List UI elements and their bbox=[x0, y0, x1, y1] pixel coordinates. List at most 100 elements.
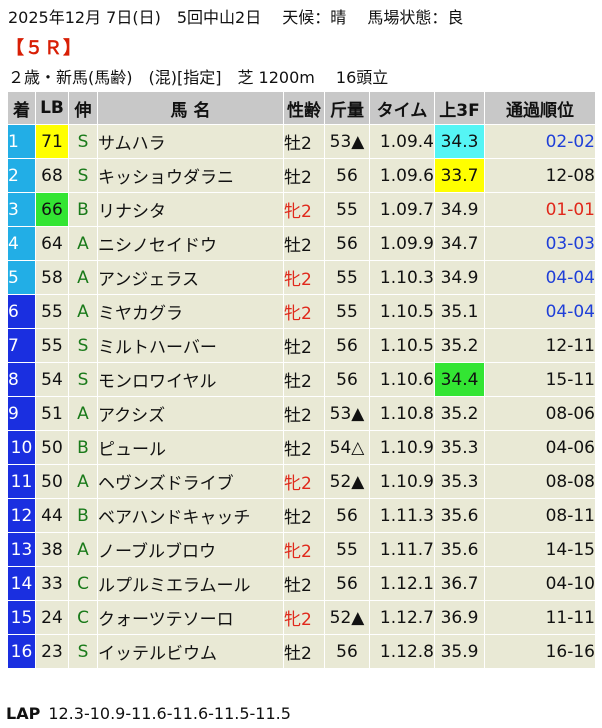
last3f-cell: 35.3 bbox=[434, 430, 485, 465]
finish-position-cell: 10 bbox=[7, 430, 36, 465]
horse-name-cell: アクシズ bbox=[97, 396, 284, 431]
time-cell: 1.09.4 bbox=[369, 124, 435, 159]
sex-age-cell: 牡2 bbox=[283, 498, 325, 533]
passing-order-cell: 08-11 bbox=[484, 498, 596, 533]
table-row: 5 58 A アンジェラス 牝2 55 1.10.3 34.9 04-04 bbox=[7, 260, 596, 295]
passing-order-cell: 12-08 bbox=[484, 158, 596, 193]
horse-name-cell: ヘヴンズドライブ bbox=[97, 464, 284, 499]
time-cell: 1.12.7 bbox=[369, 600, 435, 635]
col-header-horse-name: 馬 名 bbox=[97, 91, 284, 125]
time-cell: 1.09.9 bbox=[369, 226, 435, 261]
last3f-cell: 35.9 bbox=[434, 634, 485, 669]
lb-cell: 38 bbox=[35, 532, 69, 567]
passing-order-cell: 01-01 bbox=[484, 192, 596, 227]
weight-cell: 56 bbox=[324, 634, 370, 669]
sex-age-cell: 牝2 bbox=[283, 600, 325, 635]
weight-cell: 56 bbox=[324, 362, 370, 397]
table-row: 15 24 C クォーツテソーロ 牝2 52▲ 1.12.7 36.9 11-11 bbox=[7, 600, 596, 635]
time-cell: 1.12.1 bbox=[369, 566, 435, 601]
table-row: 7 55 S ミルトハーバー 牡2 56 1.10.5 35.2 12-11 bbox=[7, 328, 596, 363]
last3f-cell: 34.9 bbox=[434, 192, 485, 227]
pace-cell: A bbox=[68, 464, 98, 499]
pace-cell: A bbox=[68, 294, 98, 329]
passing-order-cell: 12-11 bbox=[484, 328, 596, 363]
weight-cell: 53▲ bbox=[324, 396, 370, 431]
col-header-lb: LB bbox=[35, 91, 69, 125]
col-header-finish: 着 bbox=[7, 91, 36, 125]
lb-cell: 44 bbox=[35, 498, 69, 533]
pace-cell: B bbox=[68, 430, 98, 465]
weight-cell: 52▲ bbox=[324, 464, 370, 499]
pace-cell: S bbox=[68, 328, 98, 363]
time-cell: 1.09.7 bbox=[369, 192, 435, 227]
sex-age-cell: 牡2 bbox=[283, 124, 325, 159]
last3f-cell: 35.6 bbox=[434, 532, 485, 567]
time-cell: 1.10.9 bbox=[369, 430, 435, 465]
table-row: 11 50 A ヘヴンズドライブ 牝2 52▲ 1.10.9 35.3 08-08 bbox=[7, 464, 596, 499]
lb-cell: 51 bbox=[35, 396, 69, 431]
passing-order-cell: 02-02 bbox=[484, 124, 596, 159]
lb-cell: 50 bbox=[35, 430, 69, 465]
lap-value: 12.3-10.9-11.6-11.6-11.5-11.5 bbox=[48, 704, 291, 723]
finish-position-cell: 3 bbox=[7, 192, 36, 227]
horse-name-cell: ノーブルブロウ bbox=[97, 532, 284, 567]
table-row: 8 54 S モンロワイヤル 牡2 56 1.10.6 34.4 15-11 bbox=[7, 362, 596, 397]
results-table: 着 LB 伸 馬 名 性齢 斤量 タイム 上3F 通過順位 1 71 S サムハラ 牡2… bbox=[7, 91, 596, 669]
sex-age-cell: 牝2 bbox=[283, 192, 325, 227]
last3f-cell: 35.2 bbox=[434, 328, 485, 363]
weight-cell: 55 bbox=[324, 532, 370, 567]
weight-cell: 55 bbox=[324, 192, 370, 227]
time-cell: 1.10.8 bbox=[369, 396, 435, 431]
lap-times: LAP 12.3-10.9-11.6-11.6-11.5-11.5 bbox=[6, 704, 291, 723]
passing-order-cell: 15-11 bbox=[484, 362, 596, 397]
time-cell: 1.10.3 bbox=[369, 260, 435, 295]
horse-name-cell: ベアハンドキャッチ bbox=[97, 498, 284, 533]
time-cell: 1.10.6 bbox=[369, 362, 435, 397]
passing-order-cell: 04-10 bbox=[484, 566, 596, 601]
pace-cell: B bbox=[68, 192, 98, 227]
col-header-passing: 通過順位 bbox=[484, 91, 596, 125]
finish-position-cell: 16 bbox=[7, 634, 36, 669]
last3f-cell: 34.3 bbox=[434, 124, 485, 159]
sex-age-cell: 牝2 bbox=[283, 260, 325, 295]
horse-name-cell: ルプルミエラムール bbox=[97, 566, 284, 601]
pace-cell: S bbox=[68, 362, 98, 397]
horse-name-cell: アンジェラス bbox=[97, 260, 284, 295]
sex-age-cell: 牡2 bbox=[283, 362, 325, 397]
sex-age-cell: 牡2 bbox=[283, 158, 325, 193]
time-cell: 1.10.5 bbox=[369, 328, 435, 363]
passing-order-cell: 04-04 bbox=[484, 260, 596, 295]
col-header-last3f: 上3F bbox=[434, 91, 485, 125]
last3f-cell: 34.7 bbox=[434, 226, 485, 261]
weight-cell: 55 bbox=[324, 294, 370, 329]
sex-age-cell: 牡2 bbox=[283, 328, 325, 363]
passing-order-cell: 16-16 bbox=[484, 634, 596, 669]
weight-cell: 56 bbox=[324, 158, 370, 193]
pace-cell: C bbox=[68, 566, 98, 601]
horse-name-cell: クォーツテソーロ bbox=[97, 600, 284, 635]
table-row: 13 38 A ノーブルブロウ 牝2 55 1.11.7 35.6 14-15 bbox=[7, 532, 596, 567]
horse-name-cell: ミヤカグラ bbox=[97, 294, 284, 329]
sex-age-cell: 牡2 bbox=[283, 396, 325, 431]
passing-order-cell: 14-15 bbox=[484, 532, 596, 567]
pace-cell: S bbox=[68, 158, 98, 193]
last3f-cell: 33.7 bbox=[434, 158, 485, 193]
pace-cell: S bbox=[68, 634, 98, 669]
race-info-line: 2025年12月 7日(日) 5回中山2日 天候：晴 馬場状態：良 bbox=[8, 8, 464, 27]
passing-order-cell: 04-06 bbox=[484, 430, 596, 465]
lb-cell: 33 bbox=[35, 566, 69, 601]
col-header-pace: 伸 bbox=[68, 91, 98, 125]
passing-order-cell: 03-03 bbox=[484, 226, 596, 261]
sex-age-cell: 牝2 bbox=[283, 464, 325, 499]
lb-cell: 71 bbox=[35, 124, 69, 159]
table-row: 10 50 B ピュール 牡2 54△ 1.10.9 35.3 04-06 bbox=[7, 430, 596, 465]
passing-order-cell: 08-08 bbox=[484, 464, 596, 499]
table-row: 2 68 S キッショウダラニ 牡2 56 1.09.6 33.7 12-08 bbox=[7, 158, 596, 193]
finish-position-cell: 4 bbox=[7, 226, 36, 261]
sex-age-cell: 牝2 bbox=[283, 294, 325, 329]
sex-age-cell: 牡2 bbox=[283, 226, 325, 261]
last3f-cell: 36.9 bbox=[434, 600, 485, 635]
finish-position-cell: 1 bbox=[7, 124, 36, 159]
finish-position-cell: 8 bbox=[7, 362, 36, 397]
weight-cell: 56 bbox=[324, 566, 370, 601]
